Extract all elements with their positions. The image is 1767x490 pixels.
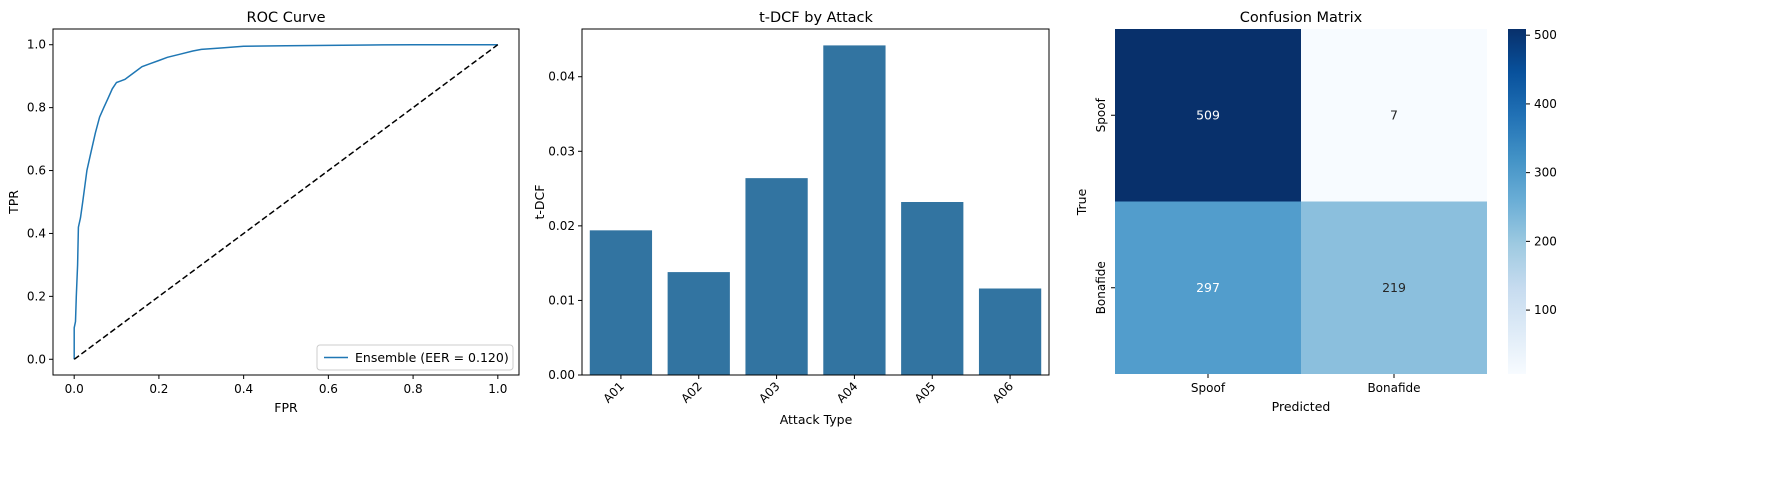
cm-cell bbox=[1301, 29, 1487, 202]
tdcf-bar-chart: t-DCF by Attack A01 A02 A03 A04 A05 A06 0.00 0.… bbox=[532, 10, 1050, 427]
roc-xtick-label: 0.4 bbox=[234, 382, 253, 396]
roc-series-line bbox=[73, 43, 498, 360]
bar-a05 bbox=[901, 202, 964, 375]
colorbar-tick-label: 200 bbox=[1534, 234, 1557, 248]
roc-ytick-label: 0.2 bbox=[27, 289, 46, 303]
cm-cell-value: 7 bbox=[1390, 107, 1398, 122]
cm-xtick-label: Spoof bbox=[1191, 381, 1226, 395]
bar-title: t-DCF by Attack bbox=[759, 10, 873, 26]
roc-xlabel: FPR bbox=[274, 400, 298, 415]
bar-xtick-label: A03 bbox=[756, 379, 783, 406]
roc-ytick-label: 0.4 bbox=[27, 226, 46, 240]
roc-xtick-label: 0.2 bbox=[149, 382, 168, 396]
cm-cell bbox=[1301, 201, 1487, 374]
cm-ytick-label: Bonafide bbox=[1094, 261, 1108, 314]
roc-ylabel: TPR bbox=[6, 190, 21, 215]
roc-ytick-label: 0.8 bbox=[27, 101, 46, 115]
cm-cell bbox=[1115, 29, 1301, 202]
bar-ytick-label: 0.04 bbox=[548, 70, 575, 84]
bar-a04 bbox=[823, 45, 886, 375]
bar-a06 bbox=[978, 288, 1042, 375]
cm-xtick-label: Bonafide bbox=[1367, 381, 1420, 395]
bar-xtick-label: A06 bbox=[990, 379, 1017, 406]
bar-xtick-label: A05 bbox=[912, 379, 939, 406]
bar-ylabel: t-DCF bbox=[532, 185, 547, 220]
cm-cell-value: 297 bbox=[1196, 280, 1220, 295]
bar-ytick-label: 0.01 bbox=[548, 293, 575, 307]
bar-axes-frame bbox=[581, 28, 1050, 376]
cm-ylabel: True bbox=[1074, 188, 1089, 216]
cm-xlabel: Predicted bbox=[1272, 399, 1331, 414]
colorbar-tick-label: 100 bbox=[1534, 303, 1557, 317]
cm-title: Confusion Matrix bbox=[1240, 10, 1363, 26]
roc-xtick-label: 1.0 bbox=[488, 382, 507, 396]
roc-axes-frame bbox=[52, 28, 520, 376]
cm-cell-value: 219 bbox=[1382, 280, 1406, 295]
roc-ytick-label: 0.0 bbox=[27, 352, 46, 366]
roc-title: ROC Curve bbox=[247, 10, 326, 26]
roc-legend: Ensemble (EER = 0.120) bbox=[316, 344, 514, 371]
colorbar bbox=[1508, 29, 1526, 374]
roc-xtick-label: 0.6 bbox=[319, 382, 338, 396]
bar-a03 bbox=[745, 178, 808, 375]
bar-a01 bbox=[589, 230, 653, 375]
colorbar-tick-label: 400 bbox=[1534, 97, 1557, 111]
legend-frame bbox=[316, 344, 514, 371]
roc-xtick-label: 0.0 bbox=[65, 382, 84, 396]
cm-cell-value: 509 bbox=[1196, 107, 1220, 122]
bar-xtick-label: A01 bbox=[601, 379, 628, 406]
bar-a02 bbox=[667, 272, 730, 375]
bar-xlabel: Attack Type bbox=[780, 412, 853, 427]
roc-chart: ROC Curve 0.0 0.2 0.4 0.6 0.8 1.0 0.0 0.2 0.4 0.6… bbox=[6, 10, 520, 415]
bar-ytick-label: 0.03 bbox=[548, 144, 575, 158]
legend-label: Ensemble (EER = 0.120) bbox=[355, 350, 509, 365]
roc-ytick-label: 1.0 bbox=[27, 38, 46, 52]
confusion-matrix: Confusion Matrix 509 7 297 219 Spoof Bonafid… bbox=[1074, 10, 1557, 414]
bar-xtick-label: A02 bbox=[678, 379, 705, 406]
cm-cell bbox=[1115, 201, 1301, 374]
bar-xtick-label: A04 bbox=[834, 379, 861, 406]
cm-ytick-label: Spoof bbox=[1094, 97, 1108, 132]
roc-ytick-label: 0.6 bbox=[27, 164, 46, 178]
roc-xtick-label: 0.8 bbox=[404, 382, 423, 396]
colorbar-tick-label: 300 bbox=[1534, 166, 1557, 180]
bar-ytick-label: 0.02 bbox=[548, 219, 575, 233]
bar-ytick-label: 0.00 bbox=[548, 368, 575, 382]
colorbar-tick-label: 500 bbox=[1534, 28, 1557, 42]
roc-chance-line bbox=[73, 44, 499, 360]
